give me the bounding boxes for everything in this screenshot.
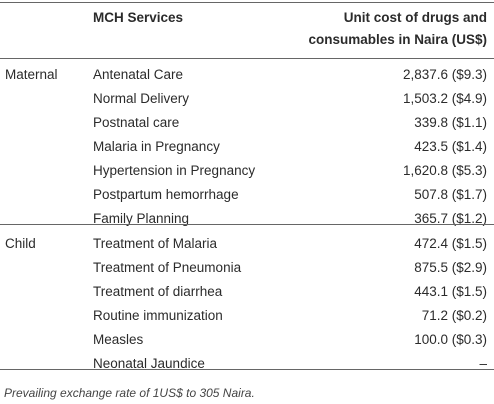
group-label: Maternal xyxy=(5,67,58,82)
service-cell: Measles xyxy=(93,332,144,347)
service-cell: Postnatal care xyxy=(93,115,180,130)
cost-cell: 100.0 ($0.3) xyxy=(414,332,487,347)
service-cell: Treatment of Pneumonia xyxy=(93,260,242,275)
service-cell: Antenatal Care xyxy=(93,67,184,82)
service-cell: Treatment of Malaria xyxy=(93,236,218,251)
top-rule xyxy=(0,2,494,3)
cost-cell: 71.2 ($0.2) xyxy=(421,308,487,323)
service-cell: Routine immunization xyxy=(93,308,223,323)
cost-cell: 507.8 ($1.7) xyxy=(414,187,487,202)
service-cell: Hypertension in Pregnancy xyxy=(93,163,256,178)
cost-cell: 875.5 ($2.9) xyxy=(414,260,487,275)
cost-cell: 443.1 ($1.5) xyxy=(414,284,487,299)
cost-cell: 423.5 ($1.4) xyxy=(414,139,487,154)
cost-cell: 1,620.8 ($5.3) xyxy=(402,163,487,178)
cost-cell: 472.4 ($1.5) xyxy=(414,236,487,251)
cost-cell: 365.7 ($1.2) xyxy=(414,211,487,226)
service-cell: Malaria in Pregnancy xyxy=(93,139,220,154)
cost-cell: 1,503.2 ($4.9) xyxy=(402,91,487,106)
bottom-rule xyxy=(0,369,494,370)
service-cell: Family Planning xyxy=(93,211,190,226)
service-cell: Postpartum hemorrhage xyxy=(93,187,239,202)
header-cell: Unit cost of drugs and consumables in Na… xyxy=(308,10,487,47)
header-cell: MCH Services xyxy=(93,10,184,25)
cost-cell: – xyxy=(479,356,487,371)
footnote: Prevailing exchange rate of 1US$ to 305 … xyxy=(4,386,255,400)
service-cell: Treatment of diarrhea xyxy=(93,284,223,299)
service-cell: Neonatal Jaundice xyxy=(93,356,205,371)
group-label: Child xyxy=(5,236,36,251)
group-rule xyxy=(0,224,494,225)
cost-cell: 2,837.6 ($9.3) xyxy=(402,67,487,82)
header-rule xyxy=(0,58,494,59)
service-cell: Normal Delivery xyxy=(93,91,190,106)
cost-cell: 339.8 ($1.1) xyxy=(414,115,487,130)
